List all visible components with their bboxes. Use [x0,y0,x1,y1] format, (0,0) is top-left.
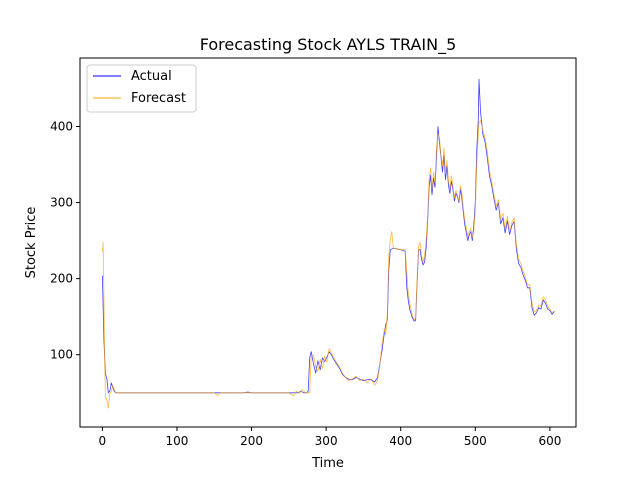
y-axis-label: Stock Price [24,207,39,279]
legend: Actual Forecast [86,64,197,113]
x-tick-label: 500 [464,434,487,448]
plot-area [79,57,577,428]
legend-box [86,64,197,113]
y-tick-label: 300 [50,196,73,210]
x-tick-label: 600 [538,434,561,448]
x-axis: 0 100 200 300 400 500 600 [99,427,561,448]
chart-title: Forecasting Stock AYLS TRAIN_5 [200,35,457,55]
series-line-actual [102,78,555,394]
x-tick-label: 0 [99,434,107,448]
legend-label-forecast: Forecast [131,91,186,106]
y-tick-label: 400 [50,119,73,133]
y-tick-label: 100 [50,348,73,362]
x-axis-label: Time [311,456,344,471]
axes-frame [79,57,577,428]
series-line-forecast [102,120,555,409]
series-layer [102,78,555,409]
x-tick-label: 400 [389,434,412,448]
legend-label-actual: Actual [131,69,172,84]
y-axis: 100 200 300 400 [50,119,80,362]
x-tick-label: 100 [166,434,189,448]
x-tick-label: 300 [315,434,338,448]
y-tick-label: 200 [50,272,73,286]
x-tick-label: 200 [240,434,263,448]
